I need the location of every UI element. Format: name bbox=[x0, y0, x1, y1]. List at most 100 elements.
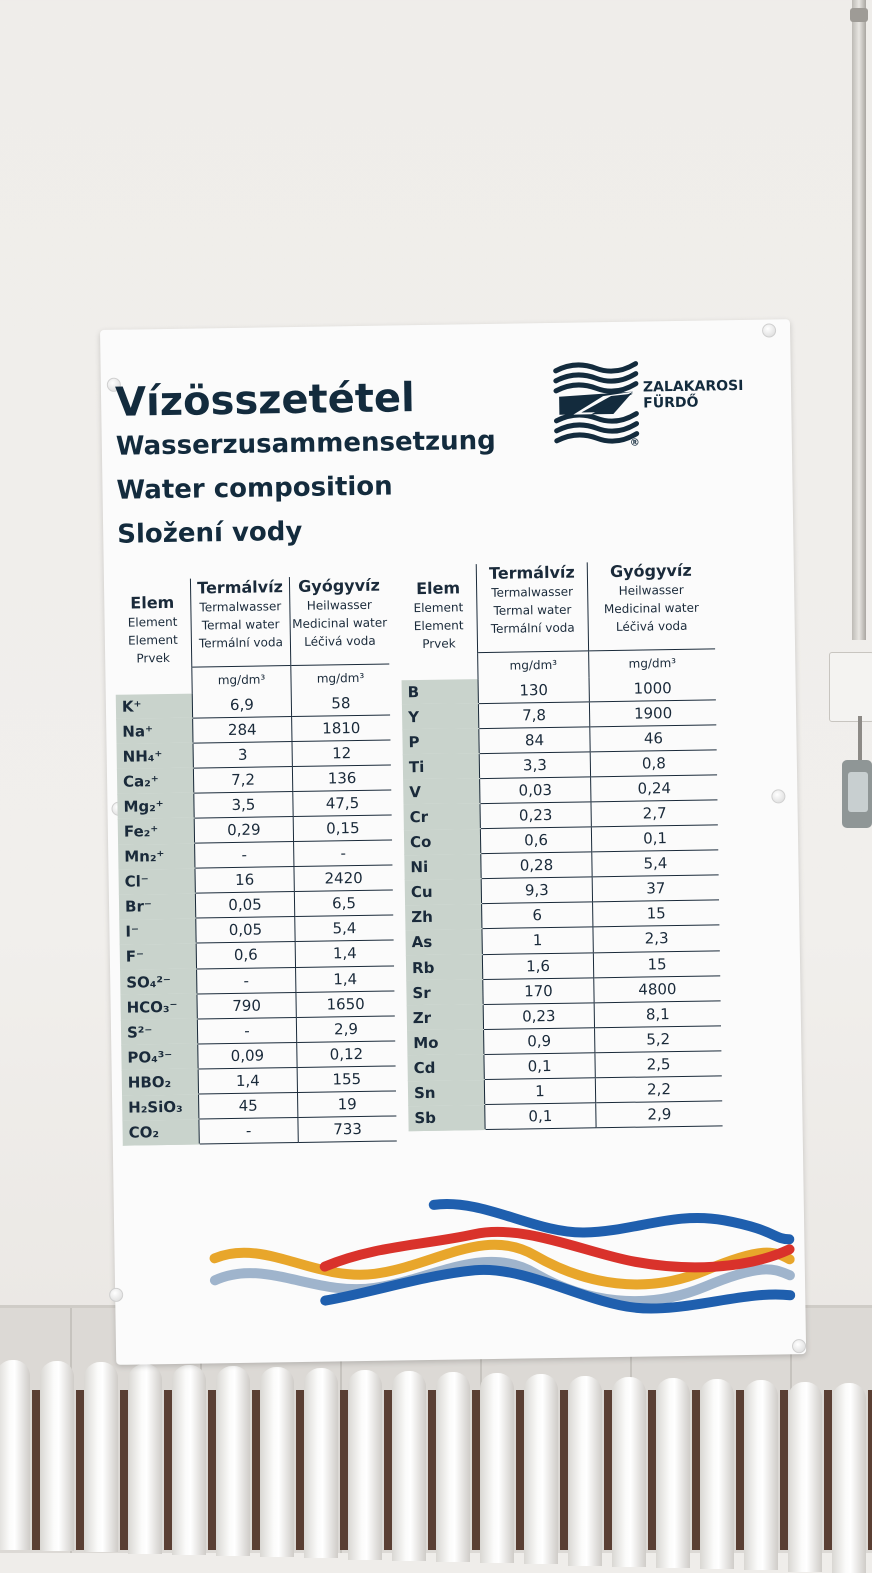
radiator-gap bbox=[648, 1390, 656, 1550]
thermal-value-cell: 0,03 bbox=[479, 776, 591, 804]
water-composition-board: Vízösszetétel Wasserzusammensetzung Wate… bbox=[100, 319, 807, 1365]
screw bbox=[771, 789, 786, 804]
zalakarosi-furdo-logo: ZALAKAROSI FÜRDŐ ® bbox=[550, 350, 752, 453]
medicinal-value-cell: 136 bbox=[292, 764, 392, 792]
header-elem: Elem Element Element Prvek bbox=[400, 564, 478, 653]
medicinal-value-cell: 37 bbox=[592, 875, 720, 903]
medicinal-value-cell: 1650 bbox=[295, 990, 395, 1018]
header-elem-main: Elem bbox=[415, 578, 461, 599]
radiator-gap bbox=[472, 1390, 480, 1550]
radiator-gap bbox=[604, 1390, 612, 1550]
radiator-fin bbox=[0, 1360, 30, 1550]
element-cell: Fe₂⁺ bbox=[117, 818, 195, 845]
medicinal-value-cell: 1810 bbox=[291, 714, 391, 742]
element-cell: S²⁻ bbox=[120, 1018, 198, 1046]
element-cell: Ni bbox=[404, 853, 482, 881]
radiator-fin bbox=[832, 1382, 866, 1573]
header-medicinal-en: Medicinal water bbox=[292, 615, 388, 632]
unit-blank bbox=[115, 667, 192, 695]
thermal-value-cell: 0,1 bbox=[483, 1052, 596, 1080]
thermal-value-cell: 0,09 bbox=[197, 1042, 298, 1069]
element-cell: Cu bbox=[404, 878, 482, 906]
header-medicinal-en: Medicinal water bbox=[603, 600, 699, 617]
radiator-fin bbox=[744, 1380, 778, 1571]
thermal-value-cell: 0,05 bbox=[195, 916, 296, 944]
thermal-value-cell: 0,9 bbox=[483, 1027, 595, 1055]
element-cell: H₂SiO₃ bbox=[122, 1094, 199, 1121]
medicinal-value-cell: 5,2 bbox=[594, 1025, 722, 1053]
header-thermal-de: Termalwasser bbox=[491, 584, 574, 600]
registered-mark: ® bbox=[629, 437, 640, 449]
element-cell: B bbox=[401, 678, 479, 705]
wall-switch-box bbox=[829, 652, 872, 722]
radiator-fin bbox=[260, 1367, 294, 1558]
element-cell: Zr bbox=[406, 1004, 484, 1031]
medicinal-value-cell: 2,9 bbox=[296, 1015, 396, 1043]
title-german: Wasserzusammensetzung bbox=[115, 425, 497, 462]
radiator-gap bbox=[824, 1390, 832, 1550]
unit-label: mg/dm³ bbox=[477, 650, 590, 679]
header-medicinal-main: Gyógyvíz bbox=[609, 560, 692, 582]
header-medicinal-cs: Léčivá voda bbox=[615, 618, 688, 634]
wall-socket bbox=[842, 760, 872, 828]
medicinal-value-cell: 733 bbox=[297, 1116, 397, 1143]
element-cell: Rb bbox=[405, 954, 483, 981]
medicinal-value-cell: 5,4 bbox=[591, 850, 719, 878]
radiator-fin bbox=[612, 1376, 646, 1567]
radiator-fin bbox=[788, 1381, 822, 1572]
radiator-gap bbox=[428, 1390, 436, 1550]
thermal-value-cell: 0,23 bbox=[479, 801, 592, 829]
header-elem-en: Element bbox=[413, 618, 464, 634]
medicinal-value-cell: 19 bbox=[297, 1090, 397, 1118]
medicinal-value-cell: 2,5 bbox=[594, 1050, 722, 1078]
title-english: Water composition bbox=[116, 471, 393, 506]
radiator-gap bbox=[516, 1390, 524, 1550]
element-cell: Co bbox=[403, 828, 481, 855]
screw bbox=[109, 1287, 124, 1302]
element-cell: HBO₂ bbox=[121, 1068, 199, 1096]
table-row: CO₂ -733 bbox=[122, 1116, 397, 1146]
medicinal-value-cell: 1000 bbox=[589, 674, 716, 702]
thermal-value-cell: 1,4 bbox=[198, 1067, 298, 1095]
medicinal-value-cell: 58 bbox=[291, 689, 391, 717]
thermal-value-cell: - bbox=[197, 1017, 297, 1044]
unit-label: mg/dm³ bbox=[588, 648, 716, 677]
radiator-gap bbox=[560, 1390, 568, 1550]
element-cell: Mo bbox=[407, 1029, 484, 1056]
element-cell: Sn bbox=[407, 1079, 485, 1106]
element-cell: K⁺ bbox=[115, 693, 193, 719]
element-cell: Na⁺ bbox=[116, 717, 193, 744]
medicinal-value-cell: 12 bbox=[291, 739, 391, 767]
logo-line2: FÜRDŐ bbox=[643, 394, 699, 412]
header-elem-de: Element bbox=[127, 614, 178, 630]
thermal-value-cell: 1 bbox=[484, 1077, 596, 1105]
element-cell: Sr bbox=[406, 979, 484, 1006]
header-elem-de: Element bbox=[413, 600, 464, 616]
element-cell: SO₄²⁻ bbox=[120, 968, 197, 995]
medicinal-value-cell: 5,4 bbox=[294, 915, 394, 942]
radiator-gap bbox=[340, 1390, 348, 1550]
header-elem-cs: Prvek bbox=[136, 650, 170, 666]
header-thermal-cs: Termální voda bbox=[198, 635, 284, 651]
thermal-value-cell: 6 bbox=[481, 902, 593, 930]
thermal-value-cell: 9,3 bbox=[481, 877, 593, 904]
element-cell: Ca₂⁺ bbox=[116, 767, 194, 795]
element-cell: NH₄⁺ bbox=[116, 742, 194, 770]
element-cell: Sb bbox=[408, 1104, 486, 1131]
thermal-value-cell: 6,9 bbox=[192, 691, 292, 718]
right-table-body: B 130 1000 Y 7,8 1900 P 84 46 Ti 3,3 0,8 V 0,03 0,24 Cr… bbox=[401, 674, 723, 1131]
radiator-fin bbox=[40, 1361, 74, 1552]
thermal-value-cell: - bbox=[194, 841, 294, 869]
medicinal-value-cell: 1,4 bbox=[295, 940, 395, 968]
table-row: Sb 0,1 2,9 bbox=[408, 1100, 723, 1131]
header-medicinal-main: Gyógyvíz bbox=[298, 575, 381, 596]
thermal-value-cell: 1 bbox=[481, 927, 594, 955]
title-czech: Složení vody bbox=[116, 516, 303, 550]
header-medicinal-de: Heilwasser bbox=[306, 597, 372, 613]
medicinal-value-cell: 2,3 bbox=[592, 925, 720, 953]
composition-table-right: Elem Element Element Prvek Termálvíz Ter… bbox=[400, 560, 723, 1131]
medicinal-value-cell: 1900 bbox=[589, 699, 717, 727]
header-medicinal-de: Heilwasser bbox=[618, 582, 684, 598]
medicinal-value-cell: - bbox=[293, 840, 393, 867]
radiator-gap bbox=[296, 1390, 304, 1550]
